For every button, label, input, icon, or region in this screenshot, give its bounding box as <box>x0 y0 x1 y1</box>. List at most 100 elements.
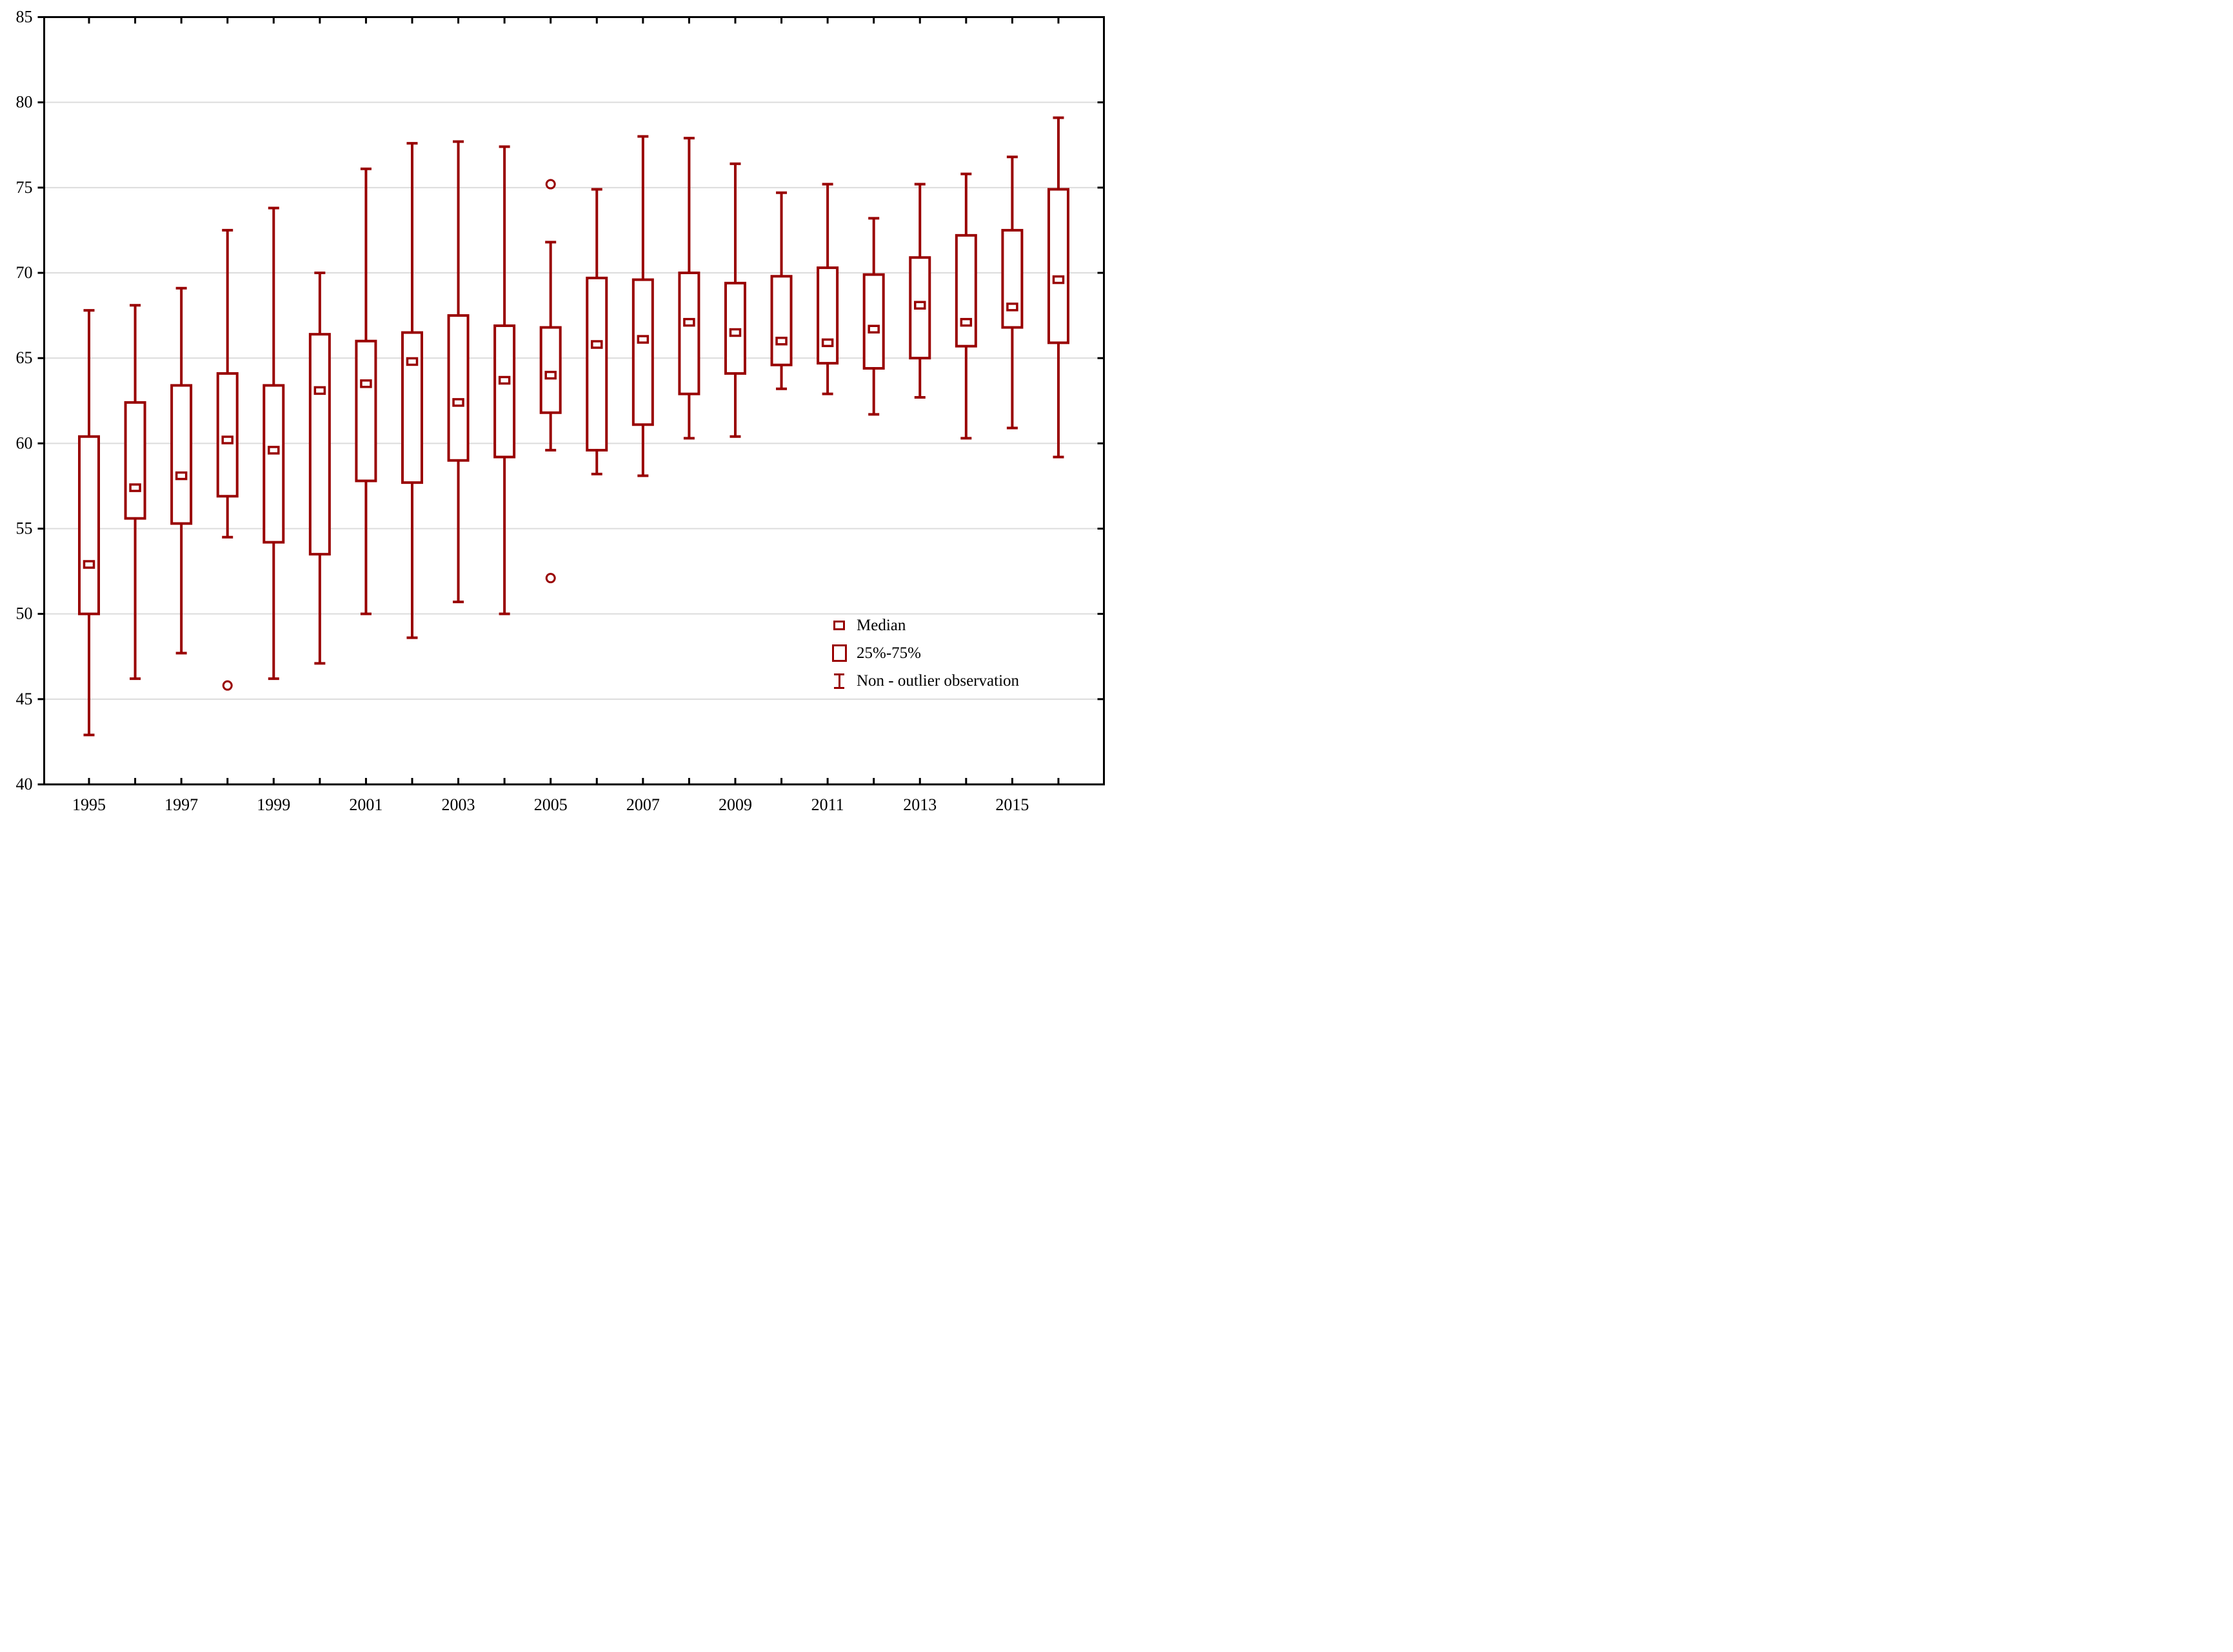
median-marker <box>544 370 557 380</box>
iqr-box <box>955 234 977 348</box>
boxplot-1996 <box>124 304 146 681</box>
median-marker <box>683 317 695 327</box>
x-axis-label-2005: 2005 <box>534 795 568 814</box>
boxplot-1998 <box>216 228 239 691</box>
boxplot-2000 <box>308 272 331 665</box>
x-axis-label-2009: 2009 <box>719 795 752 814</box>
x-axis-label-1997: 1997 <box>164 795 198 814</box>
boxplot-1997 <box>170 286 193 655</box>
y-axis-label-45: 45 <box>16 690 33 708</box>
x-axis-label-2013: 2013 <box>903 795 937 814</box>
legend-box-label: 25%-75% <box>857 644 921 662</box>
iqr-box <box>1001 228 1024 329</box>
x-axis-label-2007: 2007 <box>626 795 660 814</box>
median-marker <box>591 340 603 349</box>
median-marker <box>406 357 419 366</box>
boxplot-2005 <box>539 179 562 584</box>
boxplot-2002 <box>401 142 423 639</box>
iqr-box <box>909 256 931 360</box>
iqr-box <box>401 331 423 484</box>
boxplot-chart: 40 45 50 55 60 65 70 75 80 85 1995 1997 1999 2001 2003… <box>0 0 1116 826</box>
iqr-box <box>216 372 239 498</box>
plot-canvas: 40 45 50 55 60 65 70 75 80 85 1995 1997 1999 2001 2003… <box>16 8 1105 814</box>
outlier-marker <box>222 680 233 691</box>
boxplot-2012 <box>862 217 885 416</box>
legend: Median 25%-75% Non - outlier observation <box>824 612 1019 695</box>
boxplot-2004 <box>493 145 516 615</box>
legend-item-box: 25%-75% <box>824 639 1019 667</box>
iqr-box <box>539 326 562 414</box>
median-marker-icon <box>824 621 854 630</box>
iqr-box <box>586 276 608 452</box>
x-axis-label-1995: 1995 <box>72 795 106 814</box>
boxplot-1995 <box>78 309 100 737</box>
y-axis-label-85: 85 <box>16 8 33 26</box>
y-axis-label-50: 50 <box>16 604 33 623</box>
median-marker <box>360 379 372 388</box>
median-marker <box>175 471 188 481</box>
plot-border <box>43 16 1105 786</box>
iqr-box <box>308 333 331 556</box>
iqr-box <box>355 339 377 483</box>
y-axis-label-70: 70 <box>16 263 33 282</box>
whisker-marker-icon <box>824 673 854 689</box>
iqr-box <box>1047 188 1069 344</box>
median-marker <box>129 483 141 492</box>
iqr-box <box>631 278 654 426</box>
iqr-box <box>78 435 100 615</box>
boxplot-2003 <box>447 140 470 604</box>
median-marker <box>83 560 95 569</box>
median-marker <box>1052 275 1065 284</box>
iqr-box <box>862 273 885 370</box>
boxplot-2015 <box>1001 155 1024 430</box>
boxplot-2008 <box>678 137 700 440</box>
iqr-box <box>447 314 470 462</box>
outlier-marker <box>545 179 556 190</box>
median-marker <box>637 335 650 344</box>
legend-whisker-label: Non - outlier observation <box>857 672 1020 690</box>
iqr-box <box>817 266 839 365</box>
outlier-marker <box>545 573 556 584</box>
legend-median-label: Median <box>857 617 906 634</box>
box-marker-icon <box>824 644 854 662</box>
y-axis-label-60: 60 <box>16 433 33 452</box>
median-marker <box>1006 303 1018 312</box>
boxplot-2001 <box>355 167 377 615</box>
boxplot-2013 <box>909 183 931 399</box>
boxplot-2007 <box>631 135 654 477</box>
boxplot-2010 <box>770 191 793 390</box>
median-marker <box>452 398 464 407</box>
boxplot-2006 <box>586 188 608 475</box>
x-axis-label-2003: 2003 <box>442 795 475 814</box>
x-axis-label-2011: 2011 <box>811 795 844 814</box>
median-marker <box>221 435 233 444</box>
iqr-box <box>124 401 146 520</box>
iqr-box <box>770 275 793 366</box>
boxplot-2014 <box>955 172 977 440</box>
x-axis-label-1999: 1999 <box>257 795 290 814</box>
median-marker <box>268 446 280 455</box>
y-axis-label-65: 65 <box>16 348 33 367</box>
median-marker <box>729 328 742 337</box>
iqr-box <box>678 272 700 395</box>
boxplot-2016 <box>1047 116 1069 459</box>
median-marker <box>821 338 834 348</box>
median-marker <box>914 301 926 310</box>
y-axis-label-40: 40 <box>16 775 33 793</box>
y-axis-label-75: 75 <box>16 178 33 197</box>
iqr-box <box>170 384 193 525</box>
x-axis-label-2001: 2001 <box>349 795 382 814</box>
legend-item-whisker: Non - outlier observation <box>824 667 1019 695</box>
x-axis-label-2015: 2015 <box>995 795 1029 814</box>
iqr-box <box>263 384 285 544</box>
median-marker <box>775 336 788 346</box>
median-marker <box>868 324 880 333</box>
boxplot-2009 <box>724 162 746 438</box>
median-marker <box>960 317 973 327</box>
boxplot-1999 <box>263 206 285 681</box>
y-axis-label-55: 55 <box>16 519 33 538</box>
legend-item-median: Median <box>824 612 1019 639</box>
median-marker <box>498 375 511 385</box>
median-marker <box>313 386 326 395</box>
iqr-box <box>493 324 516 459</box>
